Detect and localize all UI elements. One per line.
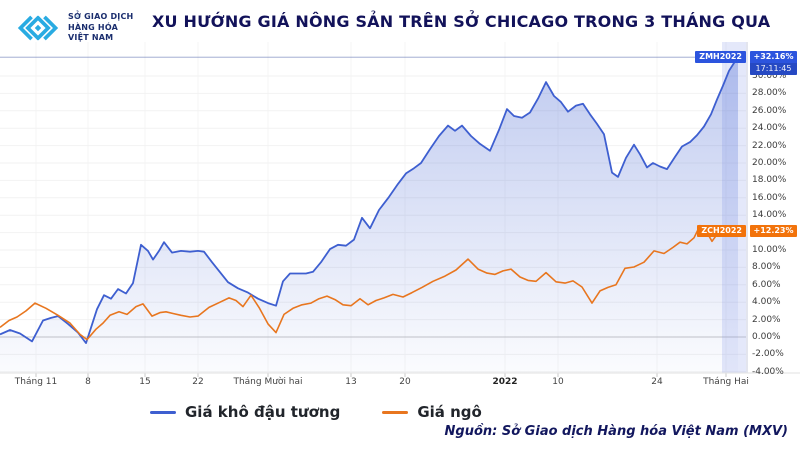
logo-line-2: HÀNG HÓA [68, 22, 119, 32]
x-axis-tick-label: 20 [399, 377, 411, 387]
y-axis-tick-label: 0.00% [752, 332, 781, 342]
soybean-meal-symbol-tag: ZMH2022 [695, 51, 746, 64]
x-axis-tick-label: 13 [345, 377, 357, 387]
legend-item-corn: Giá ngô [382, 403, 482, 421]
x-axis-tick-label: Tháng Hai [703, 377, 749, 387]
y-axis-tick-label: 30.00% [752, 71, 787, 81]
x-axis-tick-label: Tháng 11 [14, 377, 58, 387]
legend-label-soybean-meal: Giá khô đậu tương [185, 403, 341, 421]
corn-price-box: +12.23% [750, 224, 797, 237]
y-axis-tick-label: 26.00% [752, 105, 787, 116]
y-axis-tick-label: 28.00% [752, 88, 787, 99]
y-axis-tick-label: 24.00% [752, 123, 787, 134]
legend-label-corn: Giá ngô [417, 403, 482, 421]
x-axis-tick-label: 22 [192, 377, 204, 387]
logo-line-3: VIỆT NAM [68, 33, 114, 43]
y-axis-tick-label: 22.00% [752, 140, 787, 151]
corn-change-value: +12.23% [753, 225, 794, 235]
y-axis-tick-label: 18.00% [752, 175, 787, 186]
x-axis-tick-label: 2022 [492, 377, 518, 387]
chart-canvas[interactable] [0, 0, 800, 394]
legend-item-soybean-meal: Giá khô đậu tương [150, 403, 340, 421]
source-attribution: Nguồn: Sở Giao dịch Hàng hóa Việt Nam (M… [444, 424, 788, 439]
mxv-logo-icon [17, 15, 59, 41]
x-axis-tick-label: 24 [651, 377, 663, 387]
soybean-meal-line-swatch [150, 410, 176, 414]
y-axis-tick-label: 14.00% [752, 210, 787, 221]
y-axis-tick-label: -4.00% [752, 366, 784, 377]
y-axis-tick-label: 10.00% [752, 245, 787, 255]
y-axis-tick-label: -2.00% [752, 349, 784, 360]
y-axis-tick-label: 20.00% [752, 158, 787, 168]
y-axis-tick-label: 2.00% [752, 314, 781, 325]
page-title: XU HƯỚNG GIÁ NÔNG SẢN TRÊN SỞ CHICAGO TR… [152, 12, 771, 31]
trademark-symbol: ™ [74, 15, 80, 22]
y-axis-tick-label: 4.00% [752, 297, 781, 308]
x-axis-tick-label: Tháng Mười hai [233, 377, 303, 387]
y-axis-tick-label: 16.00% [752, 192, 787, 203]
y-axis-tick-label: 6.00% [752, 279, 781, 290]
corn-symbol-tag: ZCH2022 [697, 224, 746, 237]
corn-line-swatch [382, 410, 409, 414]
x-axis-tick-label: 8 [85, 377, 91, 387]
chart-legend: Giá khô đậu tương Giá ngô [150, 403, 510, 421]
soybean-meal-price-box: +32.16% 17:11:45 [750, 51, 797, 76]
x-axis-tick-label: 10 [552, 377, 564, 387]
mxv-logo-text: SỞ GIAO DỊCH HÀNG HÓA VIỆT NAM [68, 12, 133, 44]
soybean-meal-change-value: +32.16% [753, 52, 794, 62]
x-axis-tick-label: 15 [139, 377, 151, 387]
mxv-logo: ™ SỞ GIAO DỊCH HÀNG HÓA VIỆT NAM [14, 7, 133, 49]
y-axis-tick-label: 8.00% [752, 262, 781, 273]
price-chart-pane[interactable]: 30.00% 28.00% 26.00% 24.00% 22.00% 20.00% 18.0… [0, 0, 800, 394]
logo-line-1: SỞ GIAO DỊCH [68, 11, 134, 21]
last-update-time: 17:11:45 [750, 63, 797, 76]
